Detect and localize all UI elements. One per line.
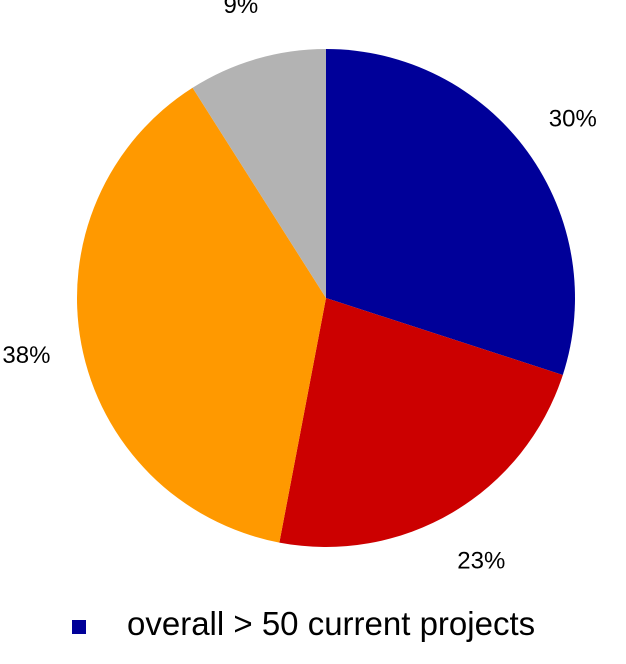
slice-label-9: 9%	[224, 0, 259, 19]
pie-slice-9	[192, 49, 326, 298]
pie-slice-23	[279, 298, 563, 548]
pie-slices	[76, 49, 575, 548]
slice-label-38: 38%	[2, 342, 50, 369]
pie-chart: 30% 23% 38% 9%	[2, 0, 596, 575]
slice-label-30: 30%	[549, 106, 597, 133]
legend-swatch	[72, 620, 86, 634]
slice-label-23: 23%	[457, 548, 505, 575]
pie-slice-30	[326, 49, 575, 375]
pie-slice-38	[76, 87, 327, 543]
pie-labels: 30% 23% 38% 9%	[2, 0, 596, 575]
legend-label: overall > 50 current projects	[127, 605, 536, 642]
legend: overall > 50 current projects	[0, 594, 626, 654]
